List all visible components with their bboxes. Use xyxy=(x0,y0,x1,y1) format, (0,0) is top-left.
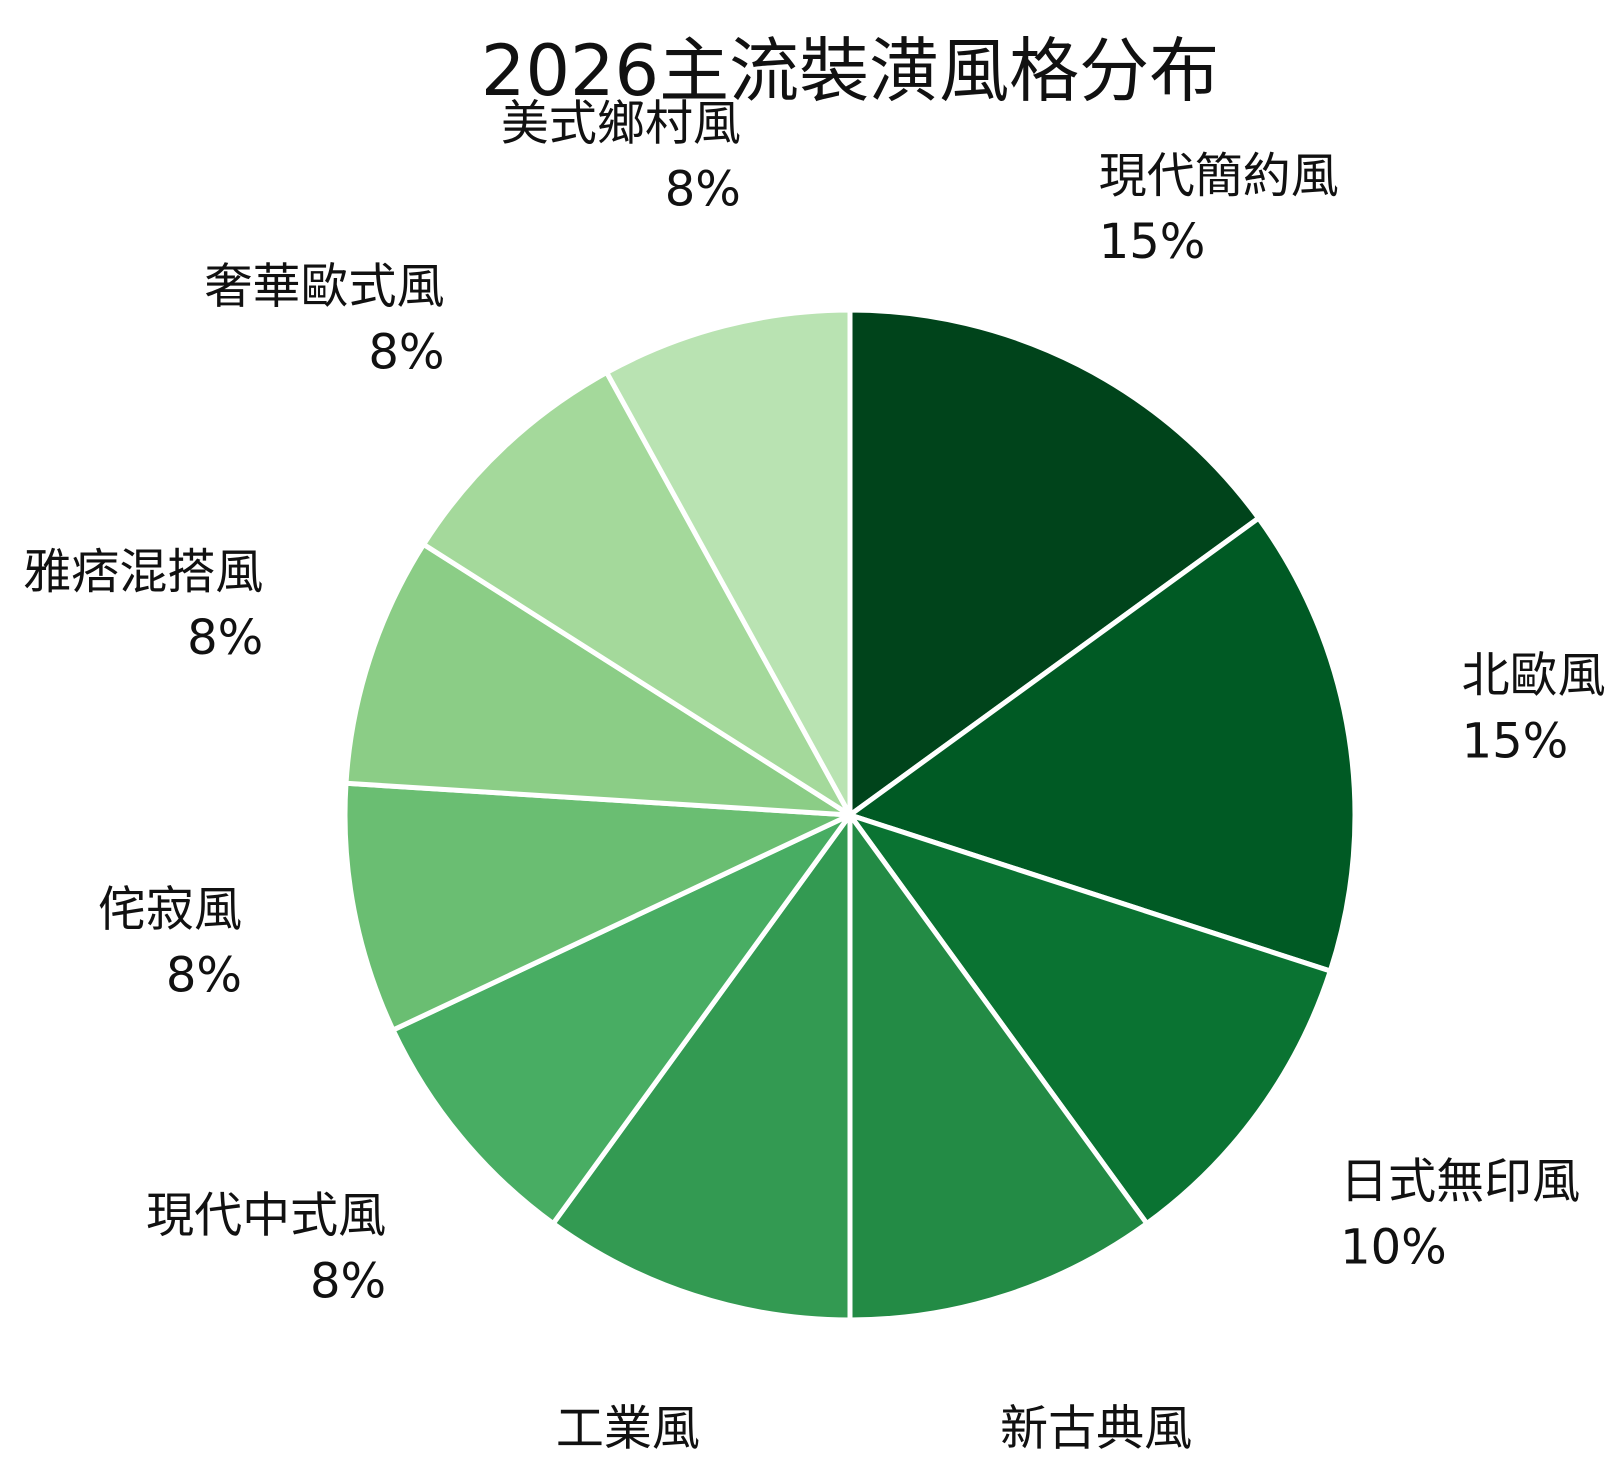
pie-labels: 現代簡約風15%北歐風15%日式無印風10%新古典風10%工業風10%現代中式風… xyxy=(23,95,1606,1472)
slice-label-9: 奢華歐式風 xyxy=(204,258,444,314)
slice-label-4: 新古典風 xyxy=(1000,1401,1192,1457)
slice-value-label-1: 15% xyxy=(1099,214,1206,270)
pie-slice-4 xyxy=(847,812,1150,1323)
pie-slice-7 xyxy=(342,780,853,1033)
slice-value-label-8: 8% xyxy=(187,610,263,666)
pie-slice-2 xyxy=(847,515,1358,974)
pie-slice-5 xyxy=(550,812,853,1323)
pie-slice-8 xyxy=(343,541,853,818)
pie-slice-3 xyxy=(847,812,1333,1227)
slice-label-6: 現代中式風 xyxy=(146,1187,386,1243)
pie-slice-6 xyxy=(390,812,853,1227)
pie-slice-10 xyxy=(604,307,853,818)
chart-title: 2026主流裝潢風格分布 xyxy=(481,30,1219,112)
slice-value-label-9: 8% xyxy=(368,324,444,380)
slice-label-7: 侘寂風 xyxy=(98,881,242,937)
slice-label-5: 工業風 xyxy=(556,1401,700,1457)
slice-value-label-3: 10% xyxy=(1340,1220,1447,1276)
pie-slice-9 xyxy=(421,369,853,818)
pie-slice-1 xyxy=(847,307,1262,818)
slice-label-10: 美式鄉村風 xyxy=(501,95,741,151)
slice-value-label-7: 8% xyxy=(166,947,242,1003)
slice-value-label-2: 15% xyxy=(1462,714,1569,770)
slice-label-2: 北歐風 xyxy=(1462,648,1606,704)
pie-slices xyxy=(342,307,1358,1323)
slice-label-3: 日式無印風 xyxy=(1340,1154,1580,1210)
slice-value-label-6: 8% xyxy=(310,1253,386,1309)
slice-value-label-10: 8% xyxy=(665,161,741,217)
slice-label-8: 雅痞混搭風 xyxy=(23,544,263,600)
slice-label-1: 現代簡約風 xyxy=(1099,148,1339,204)
